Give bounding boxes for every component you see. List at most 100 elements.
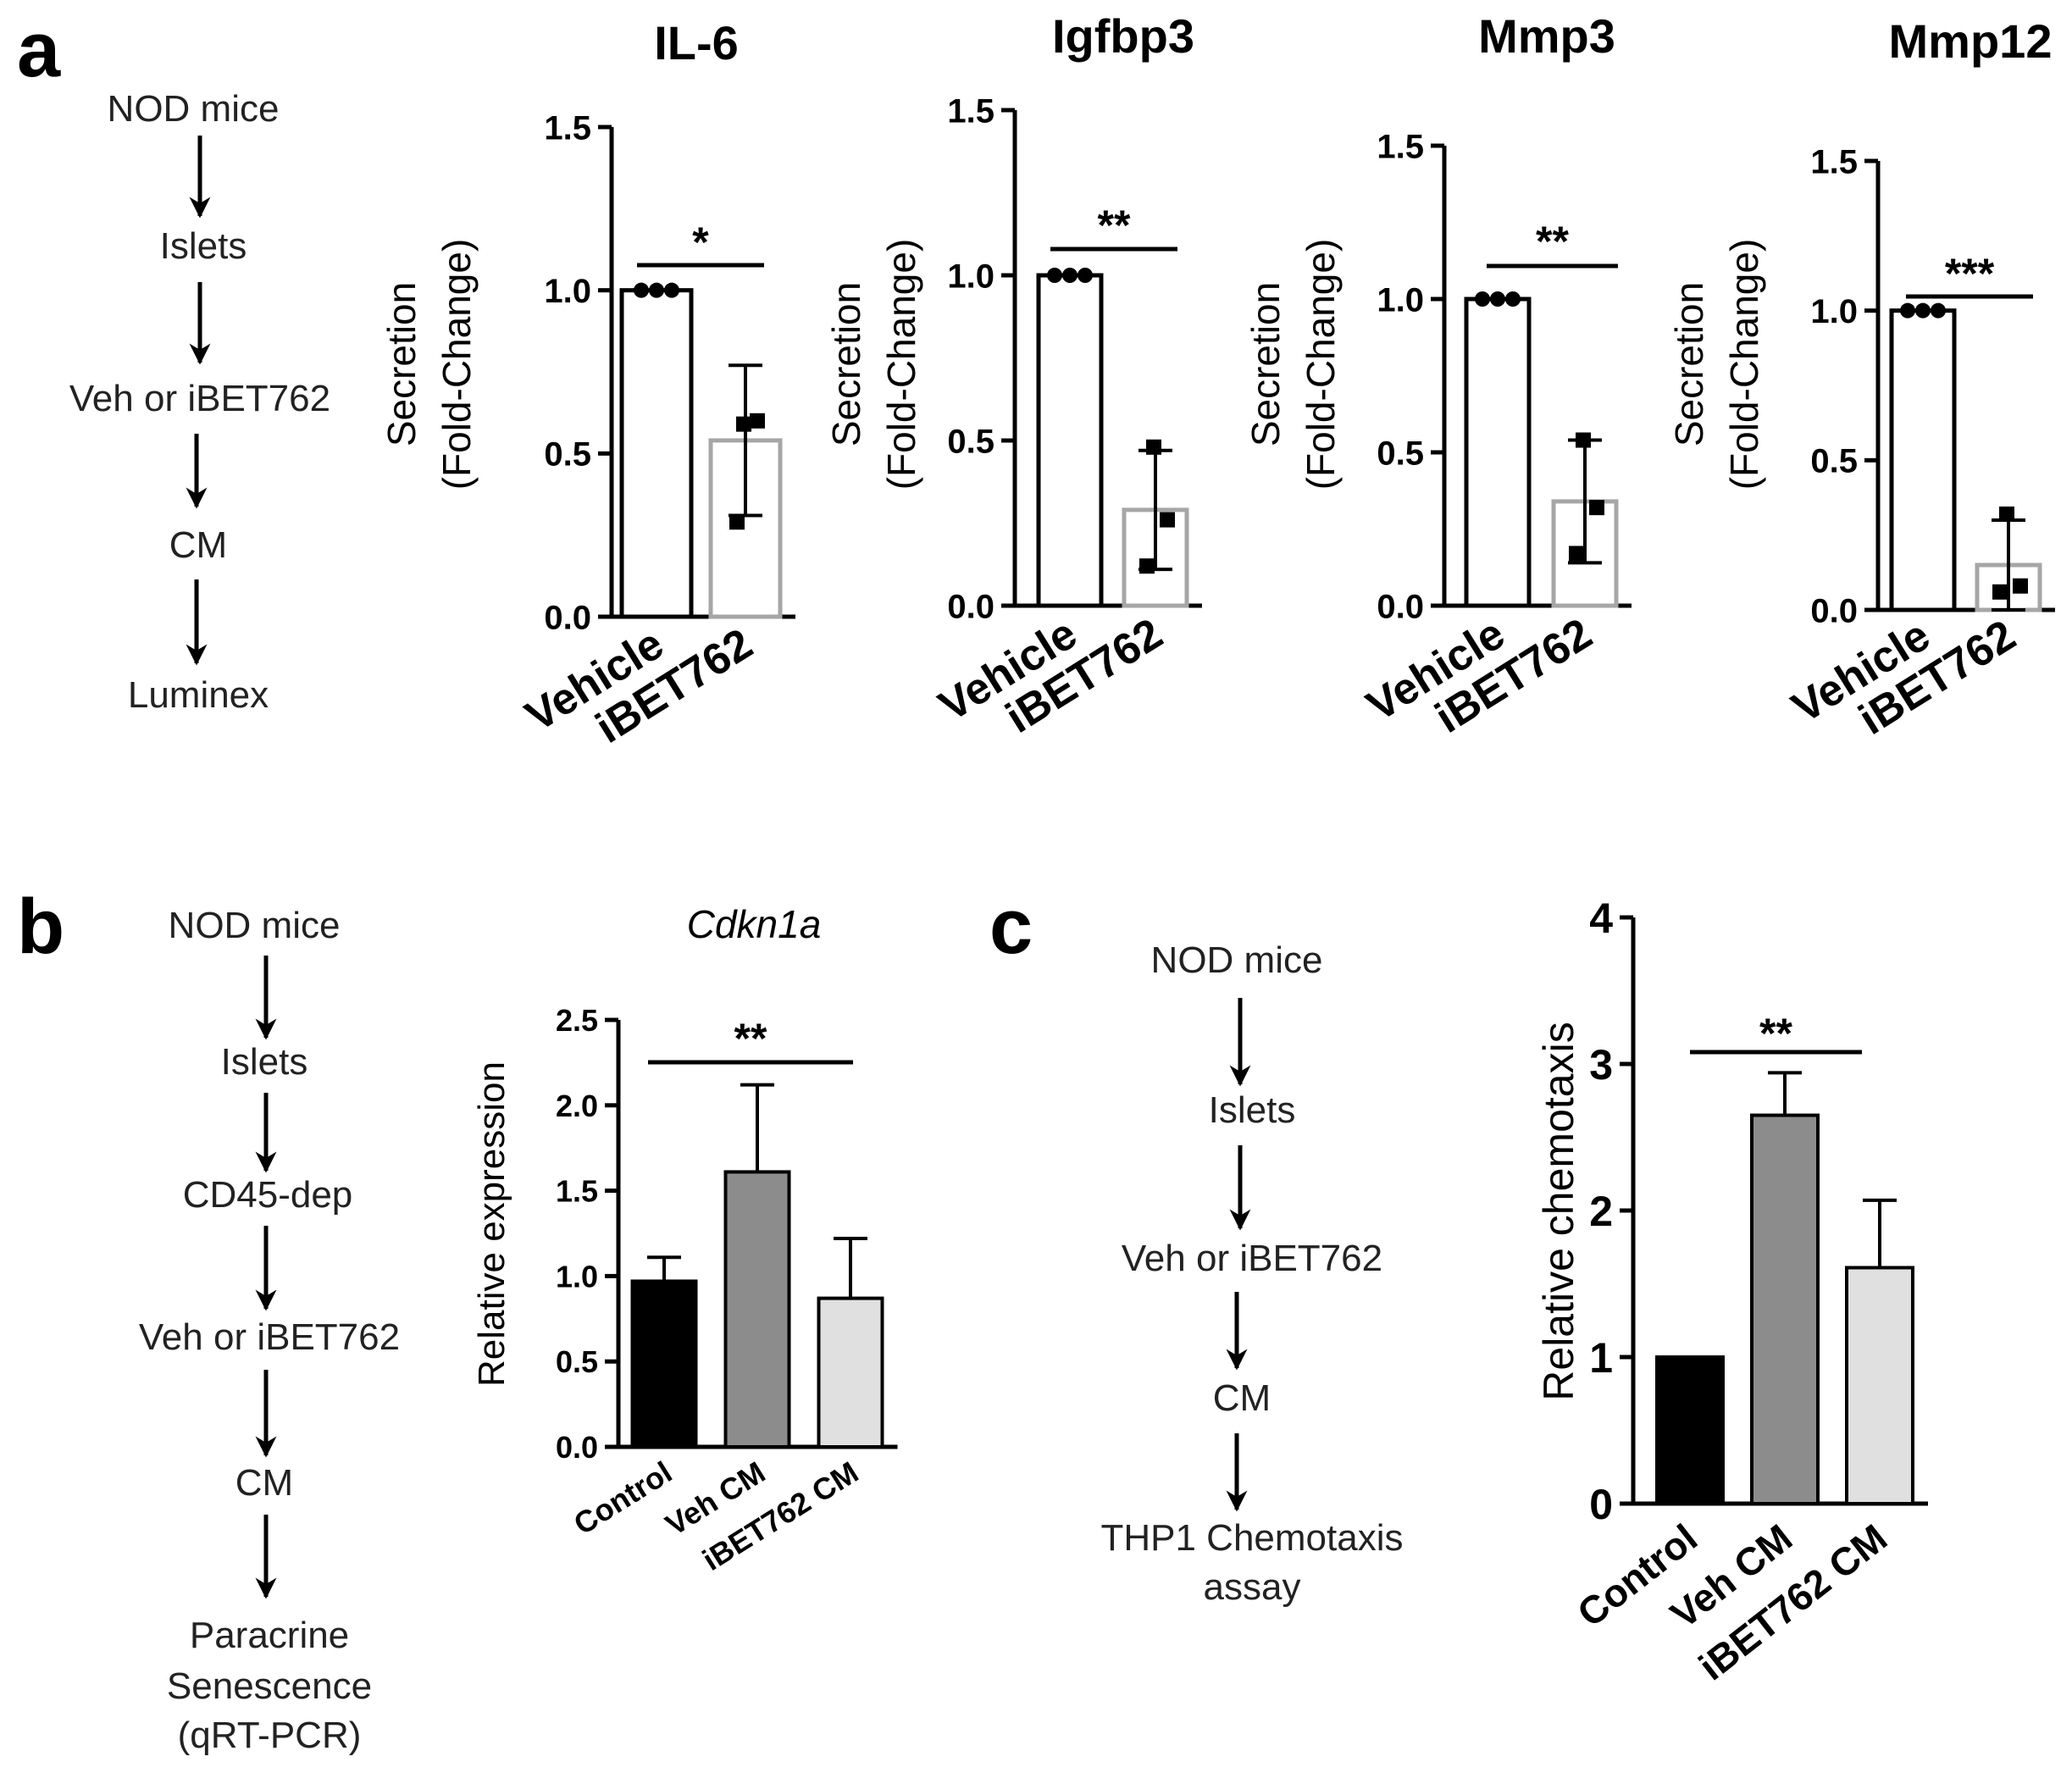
bar [1889,308,1957,612]
data-point [649,282,664,298]
y-axis-label: Secretion [379,282,424,446]
bar [723,1170,791,1449]
y-axis-label: Secretion [1667,282,1711,446]
data-point [1146,439,1161,455]
panel-letter-a: a [17,7,61,93]
flow-a-arrows [186,136,211,666]
data-point [1999,506,2014,522]
chart-title: Mmp12 [1889,14,2053,68]
data-point [1505,291,1521,307]
flow-a-step-4: CM [169,524,227,566]
chart-title: IL-6 [654,16,739,69]
y-tick-label: 0.5 [544,436,591,474]
data-point [1900,302,1915,319]
flow-c-step-2: Islets [1209,1089,1296,1131]
flow-a-step-5: Luminex [128,674,269,716]
y-tick-label: 0.0 [1810,592,1858,629]
y-tick-label: 1.5 [1377,128,1424,165]
y-tick-label: 1.5 [947,92,994,130]
y-tick-label: 0.0 [556,1430,598,1465]
data-point [1569,546,1584,562]
data-point [634,282,649,298]
y-tick-label: 1.5 [544,109,591,147]
y-axis-label: Relative expression [471,1061,512,1387]
data-point [1047,268,1062,283]
x-tick-label: iBET762 CM [696,1454,864,1577]
y-axis-label: (Fold-Change) [879,239,923,490]
y-axis-label: Secretion [1244,282,1288,446]
y-tick-label: 0.5 [947,423,994,460]
y-axis-label: Relative chemotaxis [1535,1022,1582,1400]
data-point [1062,268,1078,283]
bar [1655,1355,1725,1505]
data-point [664,282,679,298]
y-axis-label: (Fold-Change) [1299,239,1343,490]
flow-c-step-6: assay [1204,1566,1301,1608]
data-point [1576,432,1591,448]
significance-stars: *** [1945,250,1995,297]
y-tick-label: 2 [1589,1188,1613,1235]
flow-c-step-1: NOD mice [1151,939,1323,981]
data-point [736,416,751,432]
data-point [750,413,765,429]
y-tick-label: 0.5 [1810,443,1858,480]
flow-diagram-b: NOD mice Islets CD45-dep Veh or iBET762 … [139,905,400,1756]
chart-2: Igfbp3 Secretion (Fold-Change) 0.0 0.5 1.0 1.5… [824,9,1202,743]
y-tick-label: 1.5 [1810,143,1858,180]
flow-c-step-3: Veh or iBET762 [1122,1238,1382,1279]
y-axis-label: (Fold-Change) [435,239,479,490]
bar [1750,1113,1820,1506]
flow-b-step-4: Veh or iBET762 [139,1316,400,1358]
y-tick-label: 1 [1589,1334,1613,1382]
data-point [729,514,745,530]
bar [619,288,694,619]
y-tick-label: 0.5 [1377,435,1424,472]
y-tick-label: 0 [1589,1481,1613,1528]
panel-letter-b: b [17,884,64,970]
data-point [2013,578,2028,594]
y-tick-label: 1.5 [556,1174,598,1209]
y-tick-label: 2.5 [556,1003,598,1038]
x-tick-label: Control [568,1454,678,1542]
y-tick-label: 1.0 [556,1259,598,1294]
flow-b-step-1: NOD mice [169,905,341,946]
chart-title: Cdkn1a [687,902,822,946]
flow-c-step-5: THP1 Chemotaxis [1100,1517,1403,1559]
flow-c-step-4: CM [1213,1377,1271,1419]
panel-letter-c: c [989,884,1033,970]
flow-diagram-c: NOD mice Islets Veh or iBET762 CM THP1 C… [1100,939,1403,1608]
y-tick-label: 1.0 [1810,293,1858,330]
y-tick-label: 2.0 [556,1089,598,1123]
flow-diagram-a: NOD mice Islets Veh or iBET762 CM Lumine… [69,88,330,716]
y-tick-label: 0.0 [544,599,591,636]
significance-stars: ** [1759,1010,1792,1057]
y-axis-label: Secretion [824,282,868,446]
flow-a-step-2: Islets [160,225,247,267]
bar [1036,273,1104,608]
y-axis-label: (Fold-Change) [1722,239,1766,490]
bar [1464,296,1532,608]
significance-stars: ** [1098,202,1131,249]
bar [1845,1266,1914,1505]
data-point [1931,302,1946,319]
chart-title: Igfbp3 [1052,9,1194,63]
flow-a-step-1: NOD mice [108,88,280,130]
y-tick-label: 3 [1589,1041,1613,1089]
bar [630,1279,698,1449]
flow-b-step-8: (qRT-PCR) [178,1715,362,1756]
y-tick-label: 4 [1589,895,1613,942]
data-point [1490,291,1505,307]
bar [817,1296,884,1449]
y-tick-label: 0.5 [556,1344,598,1379]
chart-title: Mmp3 [1478,9,1615,63]
flow-b-step-6: Paracrine [190,1615,349,1656]
data-point [1589,500,1604,516]
data-point [1160,512,1175,528]
